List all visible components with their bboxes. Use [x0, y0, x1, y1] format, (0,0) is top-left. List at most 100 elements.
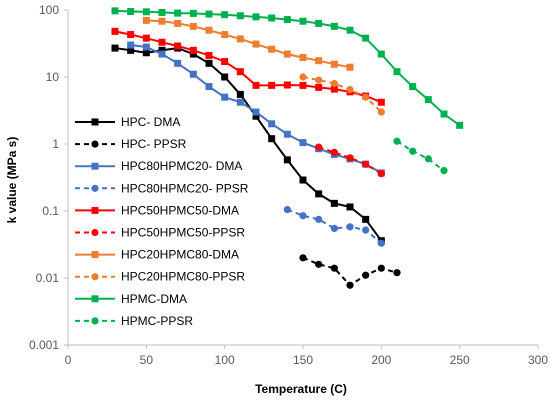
data-point	[283, 81, 291, 89]
legend-marker	[91, 140, 99, 148]
data-point	[236, 12, 244, 20]
data-point	[330, 148, 338, 156]
legend-marker	[91, 295, 99, 303]
data-point	[315, 143, 323, 151]
legend-label: HPC20HPMC80-DMA	[121, 248, 239, 262]
data-point	[299, 139, 307, 147]
legend-item: HPC50HPMC50-DMA	[75, 203, 239, 217]
data-point	[252, 13, 260, 21]
y-tick-label: 0.1	[42, 204, 59, 218]
legend-item: HPC80HPMC20- DMA	[75, 159, 242, 173]
data-point	[315, 190, 323, 198]
legend-item: HPC- DMA	[75, 115, 180, 129]
data-point	[127, 7, 135, 15]
data-point	[127, 41, 135, 49]
data-point	[330, 60, 338, 68]
legend-label: HPMC-PPSR	[121, 314, 193, 328]
data-point	[111, 44, 119, 52]
data-point	[236, 90, 244, 98]
data-point	[440, 167, 448, 175]
data-point	[440, 110, 448, 118]
legend-label: HPC20HPMC80-PPSR	[121, 270, 245, 284]
series-line	[302, 76, 382, 113]
legend-label: HPC50HPMC50-DMA	[121, 203, 239, 217]
data-point	[142, 16, 150, 24]
data-point	[158, 17, 166, 25]
x-tick-label: 250	[450, 353, 470, 367]
data-point	[158, 50, 166, 58]
data-point	[299, 17, 307, 25]
series-line	[318, 146, 382, 175]
data-point	[283, 130, 291, 138]
data-point	[377, 170, 385, 178]
data-point	[268, 45, 276, 53]
data-point	[221, 73, 229, 81]
data-point	[221, 11, 229, 19]
data-point	[346, 63, 354, 71]
data-point	[377, 264, 385, 272]
y-tick-label: 1	[52, 137, 59, 151]
data-point	[268, 135, 276, 143]
data-point	[393, 68, 401, 76]
data-point	[315, 83, 323, 91]
data-point	[158, 38, 166, 46]
data-point	[189, 70, 197, 78]
legend-marker	[91, 317, 99, 325]
data-point	[377, 98, 385, 106]
x-tick-label: 300	[528, 353, 548, 367]
data-point	[315, 76, 323, 84]
data-point	[205, 10, 213, 18]
data-point	[252, 81, 260, 89]
legend-marker	[91, 251, 99, 259]
legend-item: HPC80HPMC20- PPSR	[75, 181, 249, 195]
data-point	[362, 160, 370, 168]
data-point	[268, 81, 276, 89]
y-tick-label: 10	[46, 70, 60, 84]
legend-marker	[91, 118, 99, 126]
data-point	[330, 79, 338, 88]
y-tick-label: 0.001	[29, 338, 59, 352]
legend-marker	[91, 162, 99, 170]
data-point	[456, 121, 464, 129]
data-point	[346, 281, 354, 289]
data-point	[283, 205, 291, 214]
series-7	[299, 73, 385, 116]
series-8	[111, 7, 464, 129]
legend-item: HPC20HPMC80-PPSR	[75, 270, 245, 284]
data-point	[330, 199, 338, 207]
data-point	[111, 7, 119, 15]
data-point	[283, 16, 291, 24]
legend: HPC- DMA HPC- PPSR HPC80HPMC20- DMA HPC80HP…	[75, 115, 249, 328]
data-point	[236, 68, 244, 76]
data-point	[174, 19, 182, 27]
data-point	[158, 46, 166, 54]
data-point	[111, 27, 119, 35]
data-point	[299, 73, 307, 81]
data-point	[283, 50, 291, 58]
legend-marker	[91, 206, 99, 214]
data-point	[299, 254, 307, 262]
data-point	[424, 96, 432, 104]
data-point	[299, 212, 307, 220]
x-tick-label: 200	[371, 353, 391, 367]
legend-item: HPC20HPMC80-DMA	[75, 248, 239, 262]
data-point	[346, 85, 354, 94]
data-point	[174, 59, 182, 67]
data-point	[205, 26, 213, 34]
data-point	[283, 156, 291, 164]
series-layer	[111, 7, 464, 289]
legend-marker	[91, 184, 99, 192]
x-tick-label: 50	[140, 353, 154, 367]
data-point	[174, 42, 182, 50]
data-point	[393, 269, 401, 277]
data-point	[221, 58, 229, 66]
legend-item: HPMC-PPSR	[75, 314, 193, 328]
series-1	[299, 254, 401, 289]
data-point	[362, 93, 370, 101]
data-point	[315, 260, 323, 268]
data-point	[315, 215, 323, 223]
series-6	[142, 16, 354, 71]
legend-item: HPC50HPMC50-PPSR	[75, 226, 245, 240]
y-tick-label: 100	[39, 3, 59, 17]
data-point	[346, 223, 354, 231]
